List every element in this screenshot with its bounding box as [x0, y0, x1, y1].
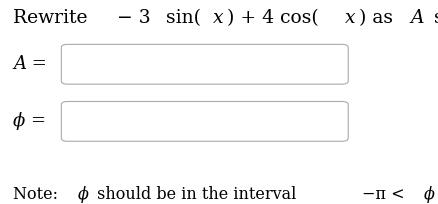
- Text: A =: A =: [13, 55, 47, 73]
- Text: Note:: Note:: [13, 186, 63, 203]
- FancyBboxPatch shape: [61, 102, 348, 141]
- Text: − 3: − 3: [117, 9, 151, 27]
- Text: ϕ: ϕ: [424, 186, 434, 203]
- Text: −π <: −π <: [362, 186, 410, 203]
- FancyBboxPatch shape: [61, 44, 348, 84]
- Text: ϕ: ϕ: [78, 186, 88, 203]
- Text: ) as: ) as: [359, 9, 399, 27]
- Text: Rewrite: Rewrite: [13, 9, 94, 27]
- Text: sin(: sin(: [428, 9, 438, 27]
- Text: ) + 4 cos(: ) + 4 cos(: [227, 9, 319, 27]
- Text: x: x: [213, 9, 224, 27]
- Text: x: x: [346, 9, 356, 27]
- Text: ϕ =: ϕ =: [13, 112, 46, 130]
- Text: sin(: sin(: [160, 9, 201, 27]
- Text: A: A: [411, 9, 424, 27]
- Text: should be in the interval: should be in the interval: [92, 186, 301, 203]
